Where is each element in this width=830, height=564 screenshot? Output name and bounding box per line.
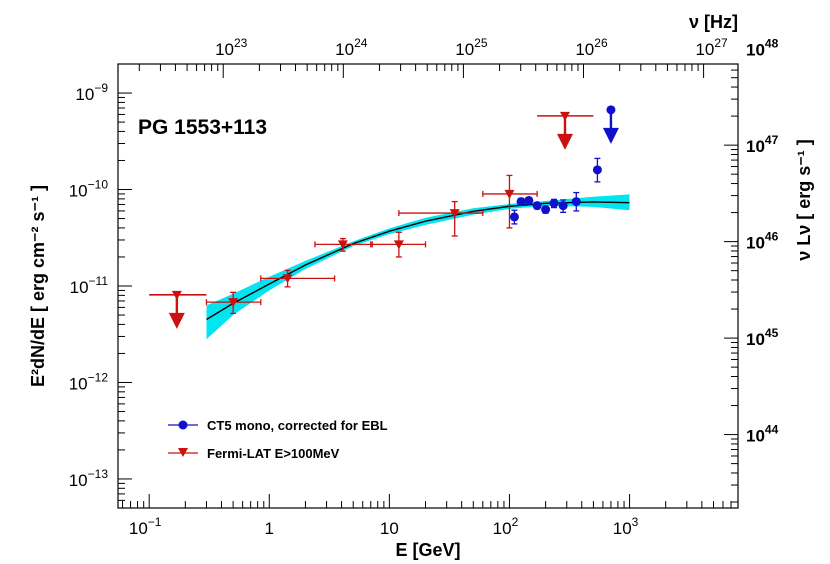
right-tick-label: 1046 [746,230,779,253]
ct5-point [532,201,542,211]
x-tick-label: 10 [380,519,399,538]
fermi-series [149,111,594,329]
y-tick-label: 10−11 [70,274,109,297]
x-tick-label: 10−1 [129,515,162,538]
legend-label-fermi: Fermi-LAT E>100MeV [207,446,340,461]
plot-title: PG 1553+113 [138,116,267,139]
fermi-ul-arrowhead [168,312,185,329]
ct5-series [509,105,619,225]
fermi-point [228,298,239,308]
right-axis-label: ν Lν [ erg s⁻¹ ] [794,139,814,261]
x-axis-label: E [GeV] [395,540,460,560]
ct5-point [558,201,568,211]
top-tick-label: 1024 [335,36,368,59]
model-band [206,194,630,340]
ct5-point [541,205,551,215]
fermi-point [504,189,515,199]
y-axis-label: E²dN/dE [ erg cm⁻² s⁻¹ ] [28,185,48,387]
fermi-point [449,209,460,219]
y-tick-label: 10−9 [75,81,108,104]
y-tick-label: 10−10 [69,178,109,201]
fermi-point [282,274,293,284]
ct5-point [516,197,526,207]
fermi-ul-arrowhead [556,133,573,150]
model-curve-layer [206,201,630,321]
legend-marker-ct5 [178,420,188,430]
fermi-point [393,240,404,250]
legend: CT5 mono, corrected for EBL Fermi-LAT E>… [168,418,388,461]
ct5-point [509,212,519,222]
y-tick-label: 10−12 [69,370,109,393]
ct5-point [524,195,534,205]
y-tick-label: 10−13 [69,467,109,490]
ct5-point [549,198,559,208]
legend-label-ct5: CT5 mono, corrected for EBL [207,418,388,433]
x-tick-label: 1 [265,519,274,538]
legend-marker-fermi [178,448,188,457]
right-tick-label: 1045 [746,326,779,349]
model-curve [206,201,630,321]
x-tick-label: 102 [493,515,519,538]
model-band-layer [206,194,630,340]
ct5-point [571,197,581,207]
x-tick-label: 103 [613,515,639,538]
top-axis-label: ν [Hz] [689,12,738,32]
right-tick-label: 1044 [746,423,779,446]
right-tick-label: 1047 [746,133,779,156]
top-tick-label: 1026 [575,36,608,59]
top-tick-label: 1025 [455,36,488,59]
top-tick-label: 1023 [215,36,248,59]
top-tick-label: 1027 [695,36,728,59]
ct5-point [592,165,602,175]
right-tick-label: 1048 [746,37,779,60]
fermi-point [337,240,348,250]
ct5-ul-arrowhead [602,127,619,144]
